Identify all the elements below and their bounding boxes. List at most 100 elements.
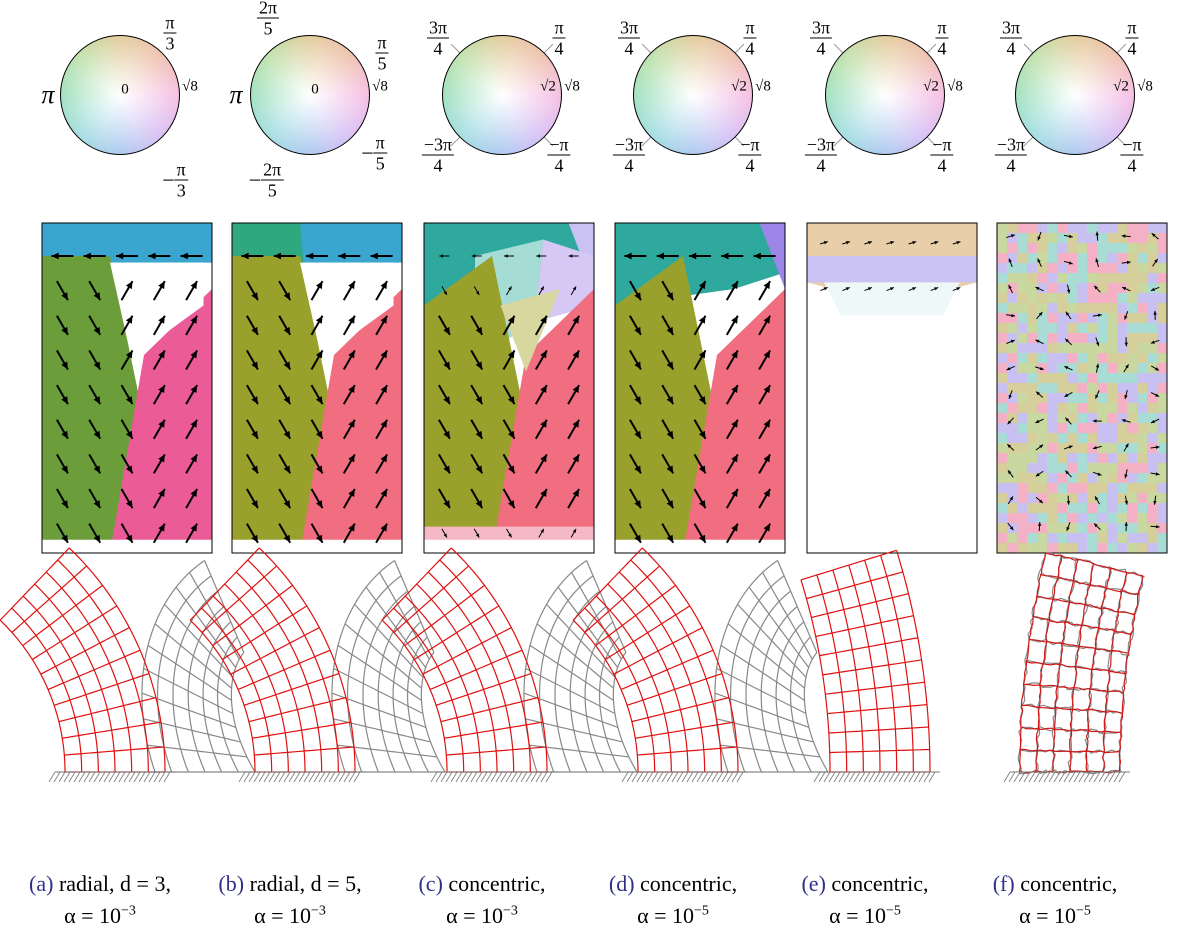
arrow-head (666, 465, 674, 474)
patch (1157, 523, 1167, 534)
patch (1147, 403, 1158, 414)
hatch (440, 771, 448, 783)
grid-line (147, 644, 232, 701)
hatch (153, 771, 161, 783)
arrow-head (148, 252, 156, 260)
patch (1077, 243, 1088, 254)
patch (1107, 343, 1118, 354)
arrow-head (125, 500, 133, 509)
grid-line (803, 652, 829, 773)
arrow-head (1010, 234, 1015, 238)
patch (1147, 353, 1158, 364)
patch (1077, 363, 1088, 374)
patch (1047, 223, 1058, 234)
patch (997, 493, 1008, 504)
caption: (e) concentric, α = 10−5 (801, 868, 928, 932)
patch (1137, 253, 1148, 264)
arrow-head (348, 350, 355, 359)
color-wheel (825, 35, 945, 155)
arrow-head (1155, 393, 1160, 397)
label-text: √8 (755, 78, 771, 95)
arrow-head (443, 465, 450, 474)
arrow-head (443, 396, 450, 405)
arrow-head (934, 241, 939, 245)
caption-line: α = 10−3 (418, 900, 545, 932)
patch (1137, 273, 1148, 284)
patch (1057, 353, 1068, 364)
patch (1007, 483, 1018, 494)
arrow-head (1151, 419, 1156, 423)
arrow-head (190, 350, 198, 359)
arrow-head (283, 430, 291, 439)
hatch (651, 771, 659, 783)
hatch (1078, 771, 1086, 783)
hatch (646, 771, 654, 783)
patch (1157, 513, 1167, 524)
patch (1117, 483, 1128, 494)
grid-line (748, 586, 810, 668)
patch (1097, 433, 1108, 444)
grid-line (187, 606, 225, 773)
patch (1137, 413, 1148, 424)
grid-line (714, 560, 778, 773)
patch (1067, 513, 1078, 524)
fraction: −π 4 (1120, 136, 1144, 175)
patch (1067, 383, 1078, 394)
patch (1147, 273, 1158, 284)
arrow-head (1122, 287, 1127, 291)
patch (1017, 503, 1028, 514)
grid-line (737, 603, 807, 678)
patch (997, 303, 1008, 314)
patch (1007, 323, 1018, 334)
arrow-head (508, 533, 512, 538)
patch (1107, 283, 1118, 294)
hatch (848, 771, 856, 783)
hatch (525, 771, 533, 783)
arrow-head (61, 465, 68, 474)
patch (1127, 513, 1138, 524)
region (807, 256, 977, 283)
patch (997, 473, 1008, 484)
arrow-head (1035, 472, 1040, 477)
patch (1037, 513, 1048, 524)
patch (1067, 353, 1078, 364)
hatch (676, 771, 684, 783)
patch (1037, 383, 1048, 394)
patch (1127, 273, 1138, 284)
patch (1147, 333, 1158, 344)
patch (997, 253, 1008, 264)
hatch (1038, 771, 1046, 783)
patch (1057, 513, 1068, 524)
caption-line: α = 10−3 (218, 900, 361, 932)
arrow-head (721, 252, 729, 260)
patch (1087, 253, 1098, 264)
hatch (868, 771, 876, 783)
patch (1157, 283, 1167, 294)
patch (1027, 443, 1038, 454)
patch (1027, 413, 1038, 424)
fraction: −3π 4 (804, 136, 838, 176)
patch (1067, 523, 1078, 534)
patch (1057, 243, 1068, 254)
arrow-head (251, 326, 258, 335)
arrow-head (443, 361, 450, 370)
denominator: 4 (745, 155, 755, 176)
arrow-head (283, 396, 291, 405)
arrow-head (666, 292, 674, 301)
denominator: 4 (816, 155, 826, 176)
grid-line (546, 603, 616, 678)
arrow-head (475, 430, 483, 439)
patch (1147, 303, 1158, 314)
grid-line (141, 560, 205, 773)
patch (1027, 383, 1038, 394)
patch (1007, 403, 1018, 414)
arrow-head (1124, 315, 1128, 320)
denominator: 5 (377, 53, 387, 74)
deformation-grid (800, 549, 940, 783)
patch (1037, 523, 1048, 534)
patch (1027, 543, 1038, 553)
arrow-head (251, 430, 258, 439)
